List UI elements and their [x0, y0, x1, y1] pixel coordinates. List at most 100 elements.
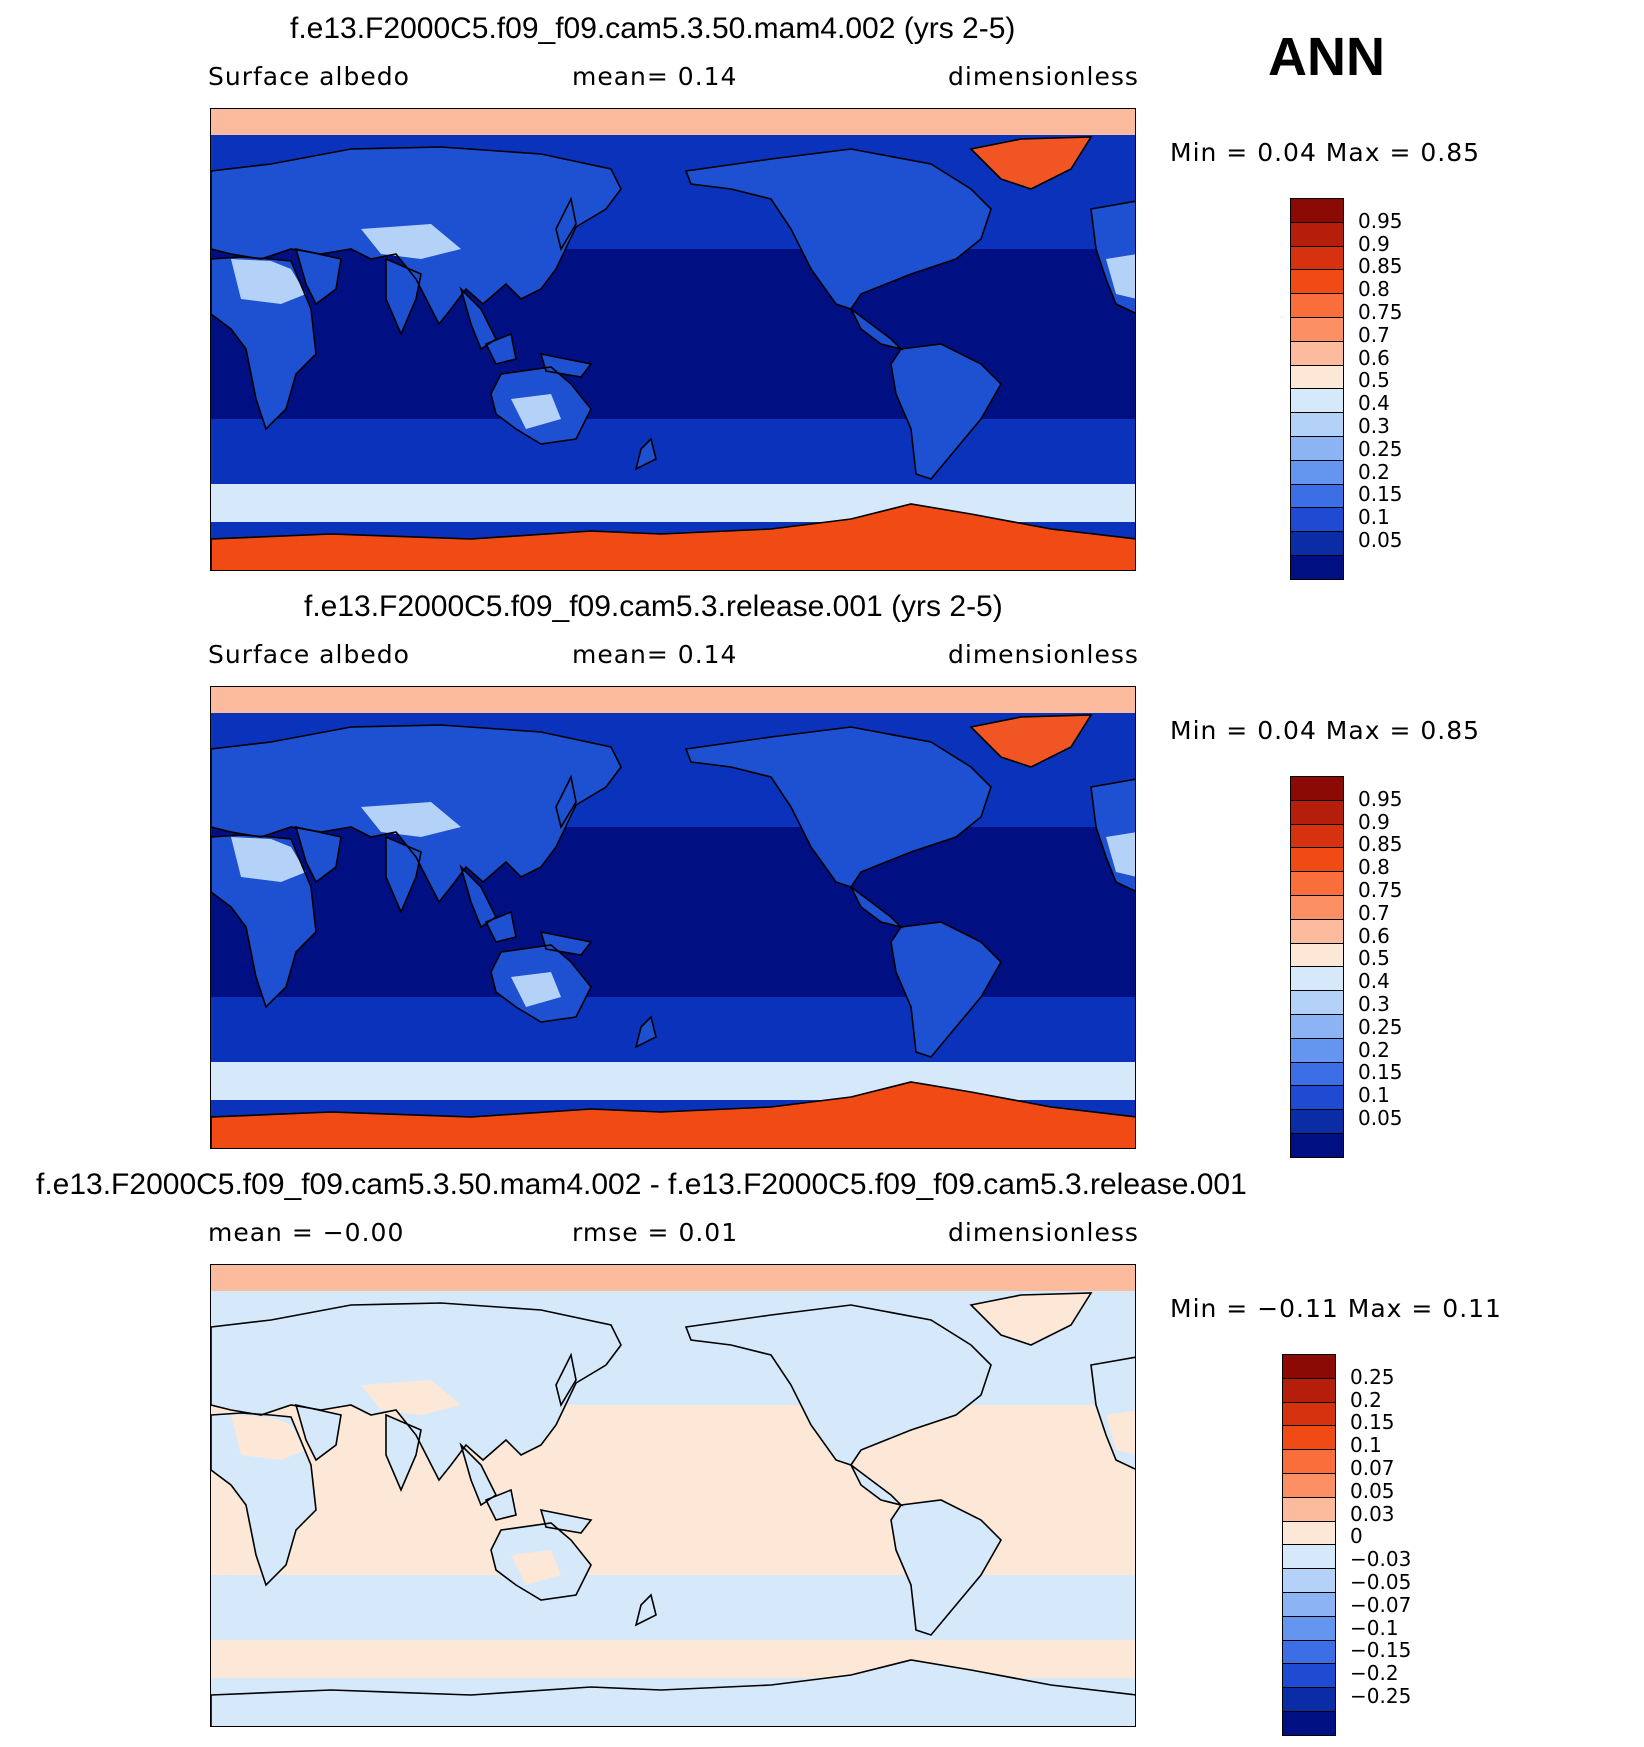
coastline-antarctica	[211, 503, 1135, 570]
coastline-japan	[555, 774, 577, 830]
colorbar-tick-label: 0.25	[1358, 436, 1403, 461]
colorbar-swatch	[1290, 555, 1344, 580]
panel-3-rmse-label: rmse = 0.01	[572, 1218, 739, 1247]
colorbar-swatch	[1282, 1497, 1336, 1522]
panel-1-variable-label: Surface albedo	[208, 62, 410, 91]
panel-2-colorbar	[1290, 776, 1344, 1158]
land-antarctica	[211, 1660, 1135, 1726]
arctic-sea-ice	[211, 687, 1135, 713]
colorbar-tick-label: 0.1	[1358, 505, 1390, 530]
colorbar-swatch	[1290, 198, 1344, 223]
colorbar-tick-label: −0.2	[1350, 1661, 1399, 1686]
desert-region	[231, 837, 306, 882]
panel-3-min-max: Min = −0.11 Max = 0.11	[1170, 1294, 1502, 1323]
colorbar-swatch	[1282, 1450, 1336, 1474]
coastline-australia	[490, 366, 592, 445]
coastline-europe_w	[1090, 778, 1135, 892]
colorbar-tick-label: 0.5	[1358, 946, 1390, 971]
colorbar-swatch	[1290, 919, 1344, 944]
coastline-greenland	[969, 714, 1093, 768]
colorbar-swatch	[1282, 1664, 1336, 1689]
land-antarctica	[211, 504, 1135, 570]
colorbar-swatch	[1282, 1402, 1336, 1427]
land-india	[386, 1415, 421, 1490]
land-india	[386, 837, 421, 912]
colorbar-swatch	[1282, 1426, 1336, 1451]
colorbar-swatch	[1290, 1110, 1344, 1134]
colorbar-tick-label: 0.85	[1358, 254, 1403, 279]
colorbar-swatch	[1282, 1640, 1336, 1665]
coastline-arabia	[294, 247, 342, 306]
colorbar-swatch	[1290, 967, 1344, 992]
desert-region	[361, 802, 461, 837]
panel-2-mean-label: mean= 0.14	[572, 640, 738, 669]
land-samerica	[891, 922, 1001, 1057]
colorbar-swatch	[1290, 294, 1344, 318]
coastline-samerica	[890, 921, 1002, 1058]
panel-3-title: f.e13.F2000C5.f09_f09.cam5.3.50.mam4.002…	[36, 1168, 1247, 1201]
colorbar-swatch	[1282, 1473, 1336, 1498]
antarctic-sea-ice	[211, 484, 1135, 522]
colorbar-tick-label: −0.03	[1350, 1547, 1412, 1572]
arctic-sea-ice	[211, 1265, 1135, 1291]
coastline-japan	[555, 196, 577, 252]
colorbar-tick-label: 0.4	[1358, 391, 1390, 416]
colorbar-tick-label: 0.05	[1350, 1478, 1395, 1503]
coastline-seasia	[459, 286, 498, 351]
coastline-arabia	[294, 1403, 342, 1462]
colorbar-tick-label: 0.15	[1358, 1060, 1403, 1085]
colorbar-swatch	[1290, 1038, 1344, 1063]
colorbar-swatch	[1290, 484, 1344, 509]
coastline-samerica	[890, 1499, 1002, 1636]
land-india	[386, 259, 421, 334]
colorbar-swatch	[1290, 776, 1344, 801]
panel-1-map	[210, 108, 1136, 571]
colorbar-swatch	[1282, 1521, 1336, 1546]
panel-3-mean-label: mean = −0.00	[208, 1218, 405, 1247]
panel-1-min-max: Min = 0.04 Max = 0.85	[1170, 138, 1481, 167]
colorbar-swatch	[1290, 270, 1344, 295]
colorbar-tick-label: 0.5	[1358, 368, 1390, 393]
colorbar-swatch	[1290, 943, 1344, 968]
land-seasia	[461, 867, 496, 927]
coastline-india	[385, 1413, 422, 1493]
antarctic-sea-ice	[211, 1062, 1135, 1100]
colorbar-tick-label: 0.85	[1358, 832, 1403, 857]
coastline-greenland	[969, 136, 1093, 190]
colorbar-swatch	[1290, 365, 1344, 390]
coastline-nz	[634, 1015, 657, 1049]
panel-3-colorbar	[1282, 1354, 1336, 1736]
land-antarctica	[211, 1082, 1135, 1148]
land-samerica	[891, 1500, 1001, 1635]
colorbar-tick-label: 0.2	[1358, 1037, 1390, 1062]
colorbar-swatch	[1290, 508, 1344, 533]
colorbar-tick-label: 0.4	[1358, 969, 1390, 994]
colorbar-swatch	[1282, 1354, 1336, 1379]
colorbar-tick-label: 0.05	[1358, 528, 1403, 552]
land-seasia	[461, 1445, 496, 1505]
coastline-nz	[634, 437, 657, 471]
colorbar-tick-label: 0.2	[1350, 1387, 1382, 1412]
colorbar-swatch	[1290, 1086, 1344, 1111]
coastline-namerica	[684, 1304, 992, 1466]
coastline-arabia	[294, 825, 342, 884]
colorbar-swatch	[1290, 1062, 1344, 1087]
colorbar-tick-label: 0.75	[1358, 300, 1403, 324]
colorbar-swatch	[1290, 872, 1344, 896]
desert-region	[511, 394, 561, 429]
colorbar-tick-label: 0.07	[1350, 1456, 1395, 1480]
colorbar-swatch	[1290, 222, 1344, 247]
colorbar-swatch	[1290, 532, 1344, 556]
land-greenland	[971, 137, 1091, 189]
land-namerica	[686, 149, 991, 309]
colorbar-tick-label: 0.75	[1358, 878, 1403, 902]
colorbar-swatch	[1290, 991, 1344, 1015]
colorbar-swatch	[1290, 1133, 1344, 1158]
land-samerica	[891, 344, 1001, 479]
colorbar-swatch	[1282, 1616, 1336, 1641]
land-arabia	[296, 1405, 341, 1460]
coastline-antarctica	[211, 1081, 1135, 1148]
coastline-borneo	[484, 910, 517, 943]
coastline-europe_w	[1090, 200, 1135, 314]
panel-1-colorbar	[1290, 198, 1344, 580]
